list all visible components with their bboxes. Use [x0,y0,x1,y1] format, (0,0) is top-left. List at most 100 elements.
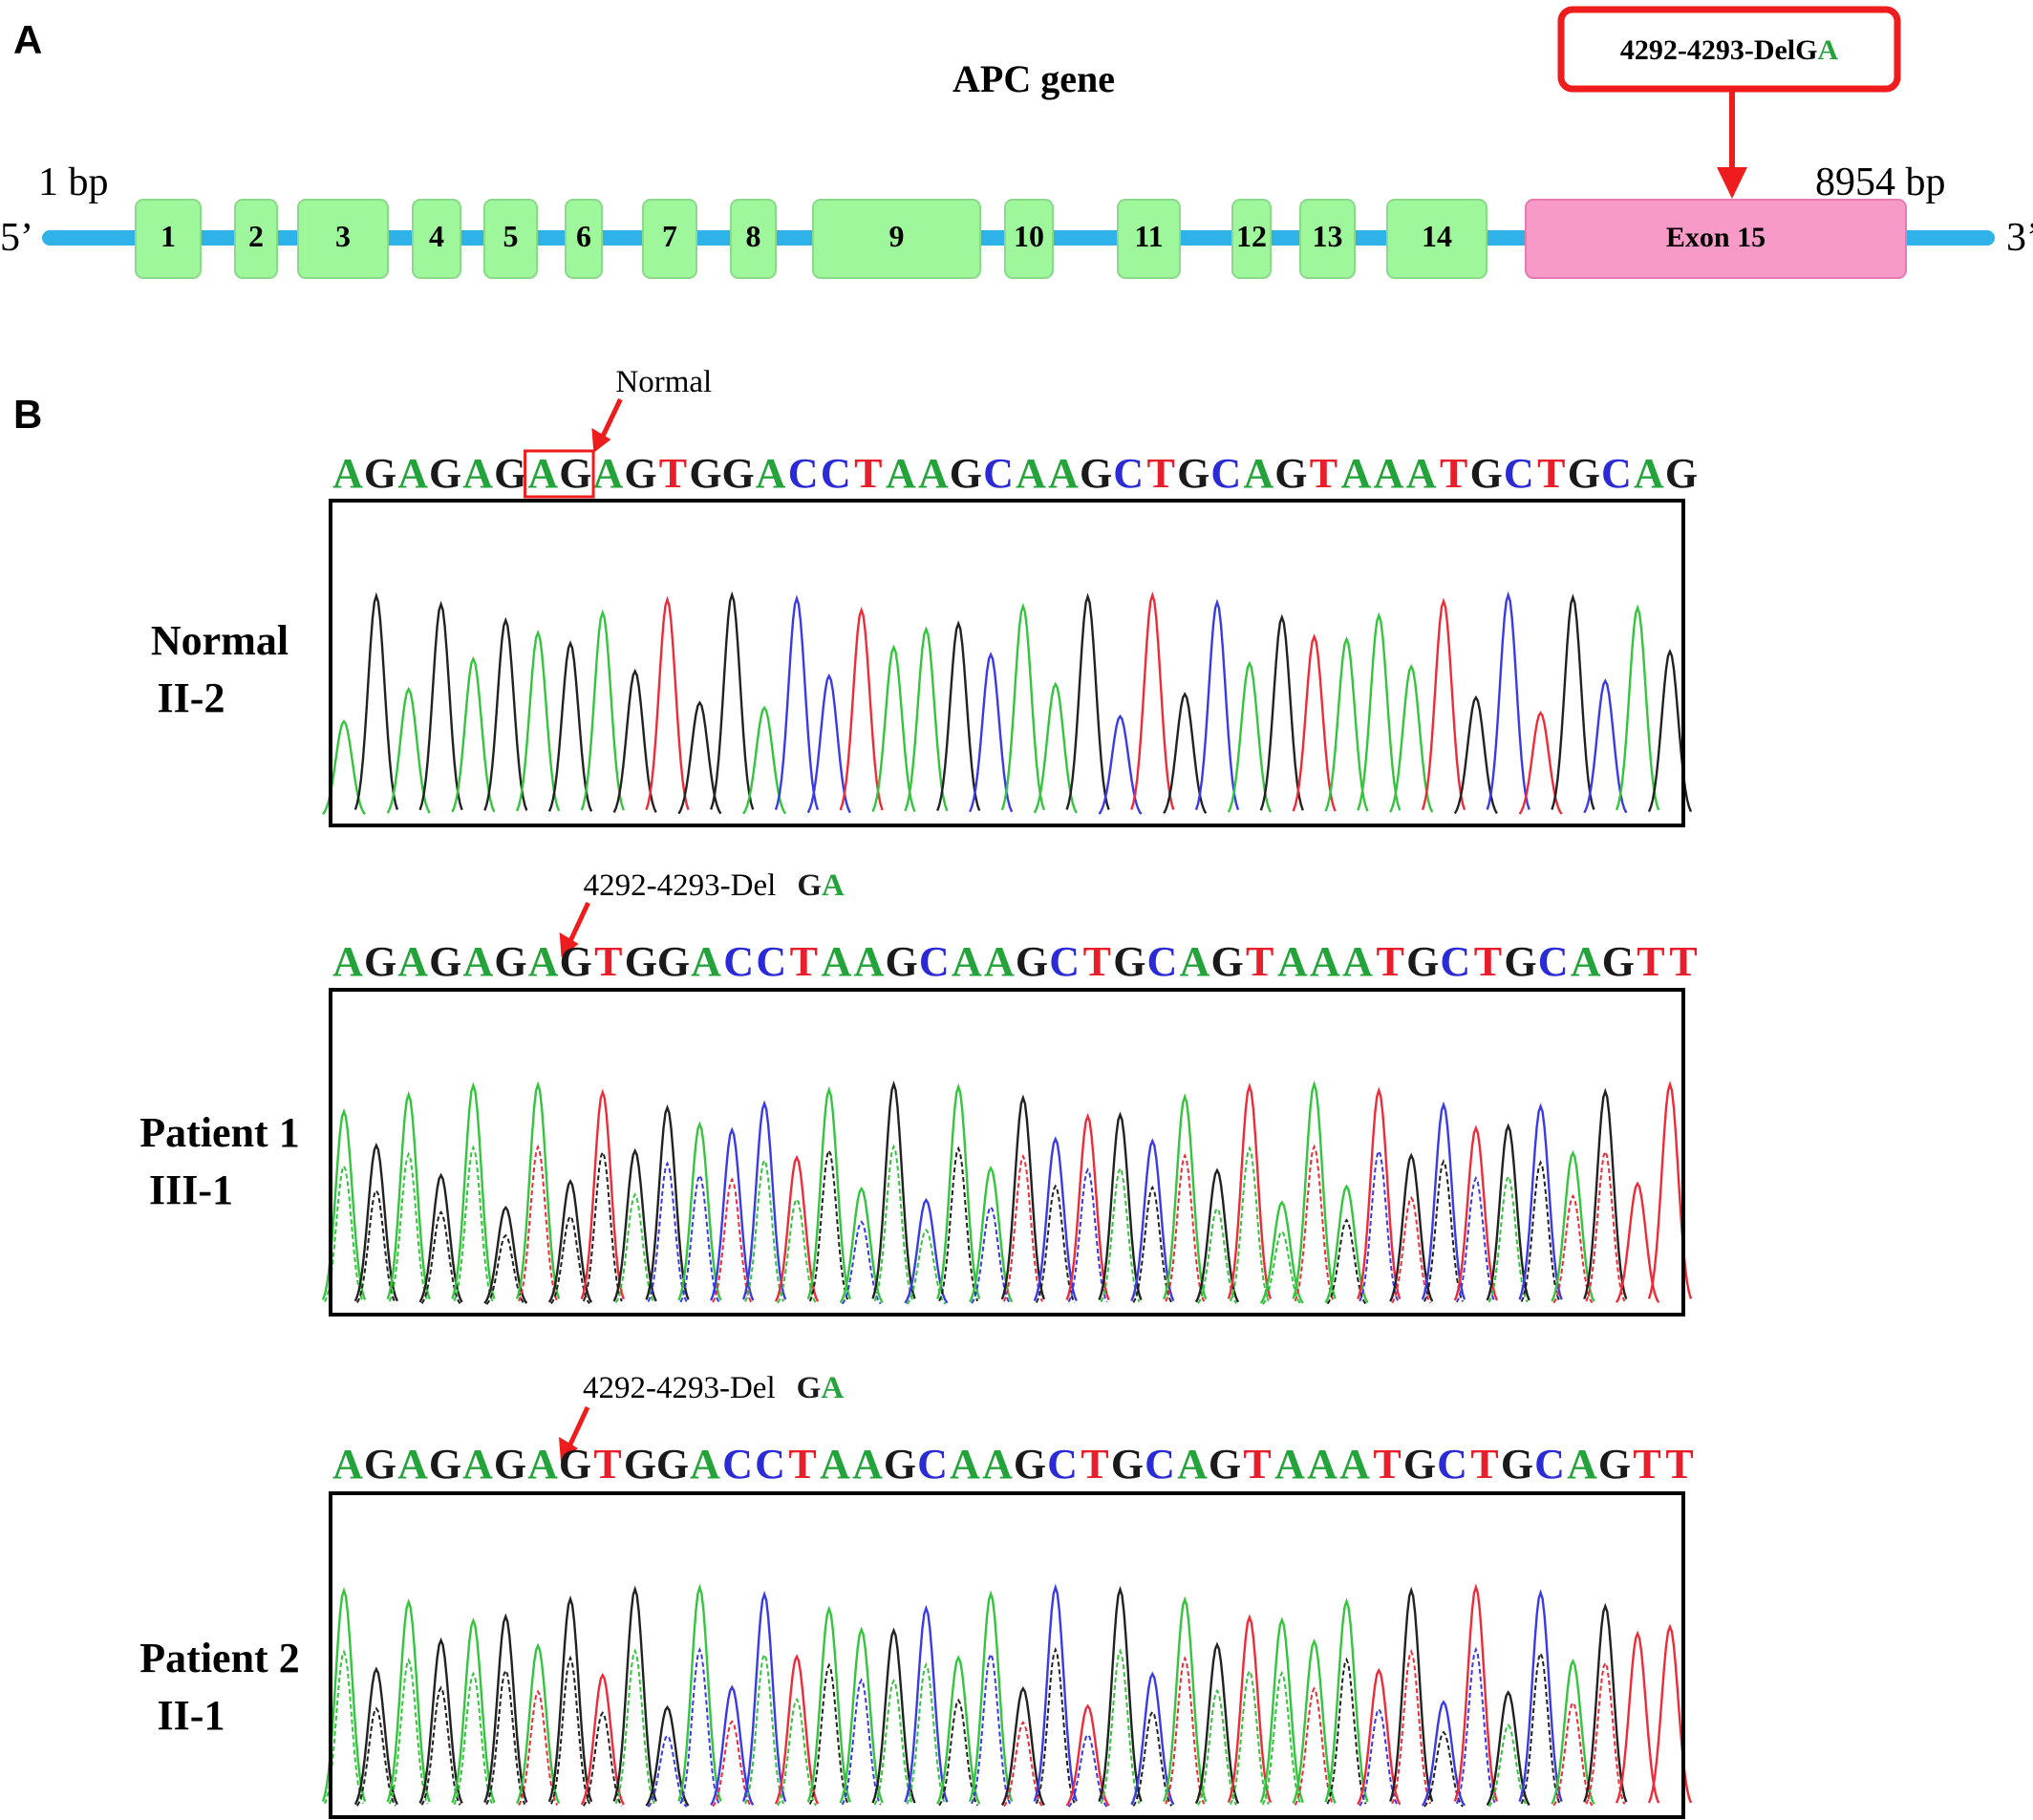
base-letter: C [722,1441,753,1488]
exon-14: 14 [1386,199,1487,279]
trace-peak [1518,1103,1563,1300]
trace-peak [1259,613,1304,811]
trace-peak [386,686,431,814]
trace-peak-secondary [1520,1650,1561,1805]
base-letter: G [1665,450,1698,497]
trace-peak-secondary [1455,1646,1496,1805]
trace-peak [1357,1086,1402,1300]
base-letter: G [1501,1441,1533,1488]
trace-peak [1194,1167,1240,1303]
exon-box [412,199,461,279]
base-letter: A [527,1441,558,1488]
base-letter: A [1342,938,1373,985]
trace-peak [1163,1595,1208,1803]
trace-peak [386,1597,431,1803]
base-letter: A [691,938,721,985]
exon-label: 7 [662,219,677,253]
trace-peak-secondary [388,1658,429,1805]
trace-peak [1453,695,1498,814]
trace-peak [710,1684,755,1806]
chromatogram-frame [329,1491,1685,1819]
base-letter: A [527,450,558,497]
trace-peak [1583,678,1628,814]
trace-peak-secondary [485,1233,526,1305]
exon-12: 12 [1231,199,1272,279]
base-letter: T [659,450,687,497]
base-letter: C [917,1441,948,1488]
base-letter: C [756,938,786,985]
base-letter: G [1602,938,1635,985]
trace-peak-secondary [1229,1668,1270,1806]
sample-id: II-2 [158,674,225,721]
trace-peak [547,1179,593,1303]
trace-peak-secondary [1359,1148,1400,1302]
trace-peak [1000,1094,1046,1300]
exon-box [1525,199,1907,279]
trace-peak [1324,635,1369,812]
trace-peak-secondary [1326,1657,1367,1805]
base-letter: C [1538,938,1569,985]
trace-peak-secondary [971,1205,1011,1304]
base-letter: C [1113,450,1144,497]
trace-peak-secondary [582,1710,623,1807]
trace-peak-secondary [1261,1670,1302,1806]
sample-name: Patient 2 [139,1635,299,1681]
exon-7: 7 [642,199,697,279]
exon-label: 13 [1313,219,1343,253]
base-letter: C [821,450,851,497]
base-letter: C [1504,450,1534,497]
base-letter: G [364,938,396,985]
base-letter: A [1274,1441,1305,1488]
base-letter: A [854,938,885,985]
base-letter: G [689,450,721,497]
base-letter: T [1147,450,1175,497]
base-letter: A [1567,1441,1597,1488]
trace-peak [1130,1138,1175,1302]
exon-label: 10 [1014,219,1044,253]
base-letter: A [820,1441,850,1488]
trace-peak [936,1082,981,1299]
base-letter: G [624,1441,656,1488]
base-letter: T [1537,450,1565,497]
base-letter: A [1177,1441,1208,1488]
trace-peak-secondary [906,1228,947,1305]
base-letter: A [1048,450,1079,497]
base-letter: A [886,450,916,497]
trace-peak [1551,593,1595,810]
trace-peak [1486,1123,1530,1301]
base-letter: A [1243,450,1273,497]
base-letter: A [332,1441,363,1488]
trace-peak [1098,1111,1143,1300]
trace-peak-secondary [1294,1144,1335,1302]
base-letter: A [462,450,493,497]
base-letter: A [1571,938,1601,985]
trace-peak [580,1672,625,1806]
trace-peak-secondary [744,1158,785,1302]
trace-peak [904,1604,949,1803]
exon-label: 3 [335,219,351,253]
sample-id: III-1 [149,1167,233,1213]
trace-peak-secondary [1552,1193,1594,1304]
trace-peaks [322,590,1693,815]
trace-peak [1615,604,1660,811]
base-letter: C [1437,1441,1467,1488]
base-letter: A [332,450,363,497]
trace-peak [677,1583,722,1802]
base-letter: G [1177,450,1209,497]
trace-peak-secondary [1262,1230,1302,1305]
trace-peak [839,606,884,811]
trace-peak [710,1126,755,1301]
base-letter: C [1534,1441,1565,1488]
trace-peak-secondary [873,1678,914,1806]
trace-peak-secondary [971,1651,1012,1805]
base-letter: T [1633,1441,1660,1488]
trace-peak [580,609,625,811]
base-letter: C [788,450,819,497]
base-letter: T [1081,1441,1108,1488]
trace-peak [904,626,949,812]
exon-label: 14 [1422,219,1452,253]
trace-peak-secondary [324,1164,364,1302]
